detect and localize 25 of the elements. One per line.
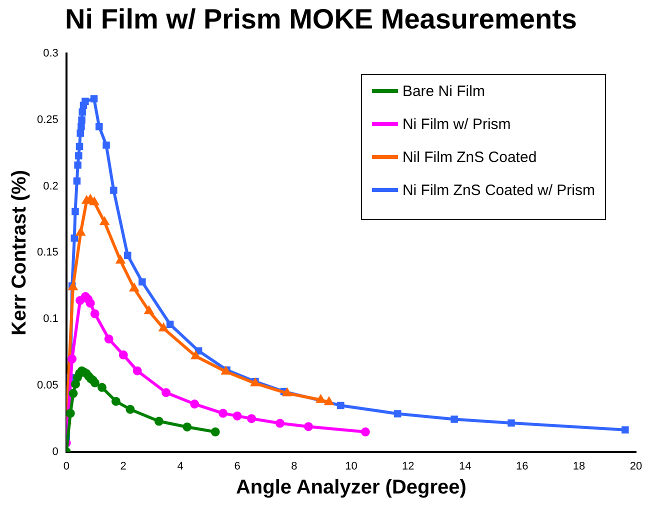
y-tick-label: 0.05 bbox=[36, 379, 58, 392]
x-tick-label: 4 bbox=[177, 460, 184, 472]
x-tick-label: 8 bbox=[291, 460, 298, 472]
x-tick-label: 18 bbox=[572, 460, 586, 472]
x-tick-label: 12 bbox=[402, 460, 414, 472]
y-tick-label: 0.2 bbox=[43, 180, 58, 192]
x-axis-title: Angle Analyzer (Degree) bbox=[236, 476, 466, 499]
legend-label: Ni Film ZnS Coated w/ Prism bbox=[402, 182, 595, 199]
x-tick-label: 14 bbox=[459, 460, 472, 472]
x-tick-label: 6 bbox=[234, 460, 240, 472]
y-axis-title: Kerr Contrast (%) bbox=[8, 170, 31, 336]
y-tick-label: 0.1 bbox=[43, 313, 58, 326]
legend-label: Nil Film ZnS Coated bbox=[402, 148, 537, 166]
x-tick-label: 2 bbox=[120, 460, 126, 472]
y-tick-label: 0.15 bbox=[36, 246, 58, 259]
legend-label: Ni Film w/ Prism bbox=[402, 116, 511, 133]
legend-label: Bare Ni Film bbox=[402, 82, 485, 100]
x-tick-label: 20 bbox=[630, 460, 642, 472]
x-tick-label: 16 bbox=[516, 460, 528, 472]
x-tick-label: 0 bbox=[63, 460, 70, 472]
y-tick-label: 0 bbox=[52, 446, 58, 458]
y-tick-label: 0.25 bbox=[36, 114, 58, 126]
x-tick-label: 10 bbox=[345, 460, 358, 472]
chart-title: Ni Film w/ Prism MOKE Measurements bbox=[65, 4, 577, 35]
y-tick-label: 0.3 bbox=[43, 48, 58, 60]
